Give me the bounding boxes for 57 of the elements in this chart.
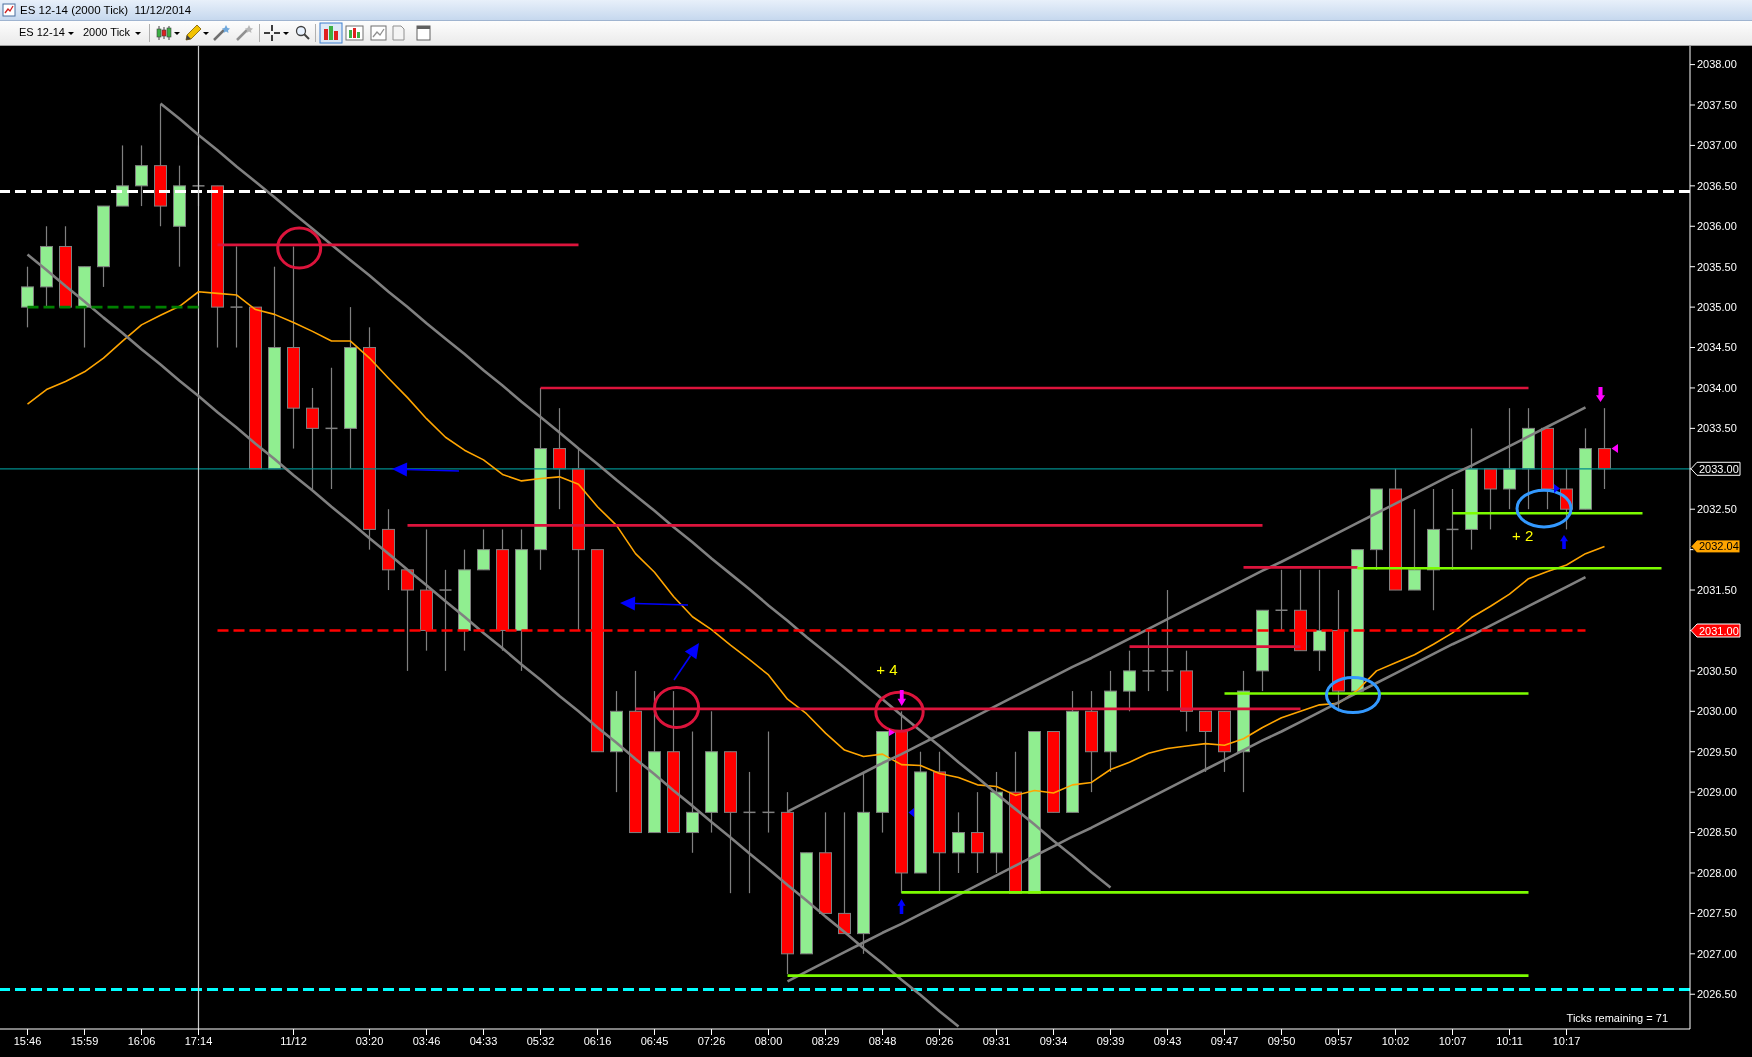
x-tick-label: 10:11 xyxy=(1496,1034,1523,1047)
y-tick-label: 2037.00 xyxy=(1697,139,1737,152)
x-tick-label: 15:59 xyxy=(70,1034,99,1047)
y-tick-label: 2036.50 xyxy=(1697,179,1737,192)
x-tick-label: 09:26 xyxy=(925,1034,954,1047)
x-tick-label: 08:29 xyxy=(811,1034,840,1047)
x-tick-label: 15:46 xyxy=(13,1034,42,1047)
x-tick-label: 08:48 xyxy=(868,1034,897,1047)
y-tick-label: 2027.50 xyxy=(1697,907,1737,920)
y-tick-label: 2028.00 xyxy=(1697,866,1737,879)
x-tick-label: 03:20 xyxy=(355,1034,384,1047)
text: 2000 Tick xyxy=(83,26,131,39)
y-tick-label: 2034.00 xyxy=(1697,381,1737,394)
y-tick-label: 2029.00 xyxy=(1697,786,1737,799)
y-tick-label: 2027.00 xyxy=(1697,947,1737,960)
y-tick-label: 2034.50 xyxy=(1697,341,1737,354)
x-tick-label: 16:06 xyxy=(127,1034,156,1047)
x-tick-label: 09:39 xyxy=(1096,1034,1125,1047)
y-tick-label: 2026.50 xyxy=(1697,988,1737,1001)
y-tick-label: 2030.50 xyxy=(1697,664,1737,677)
x-tick-label: 03:46 xyxy=(412,1034,441,1047)
x-tick-label: 09:34 xyxy=(1039,1034,1068,1047)
text: ES 12-14 xyxy=(19,26,65,39)
x-tick-label: 09:50 xyxy=(1267,1034,1296,1047)
text: 2032.04 xyxy=(1699,540,1739,553)
y-tick-label: 2035.00 xyxy=(1697,301,1737,314)
chart-title: ES 12-14 (2000 Tick) 11/12/2014 xyxy=(20,3,192,17)
x-tick-label: 09:47 xyxy=(1210,1034,1239,1047)
y-tick-label: 2033.50 xyxy=(1697,422,1737,435)
x-tick-label: 10:07 xyxy=(1438,1034,1467,1047)
text: 2031.00 xyxy=(1699,624,1739,637)
ref-line-label: 2033.00 xyxy=(1699,462,1739,475)
x-tick-label: 07:26 xyxy=(697,1034,726,1047)
y-tick-label: 2031.50 xyxy=(1697,583,1737,596)
y-tick-label: 2037.50 xyxy=(1697,98,1737,111)
x-tick-label: 09:43 xyxy=(1153,1034,1182,1047)
x-tick-label: 08:00 xyxy=(754,1034,783,1047)
x-tick-label: 09:31 xyxy=(982,1034,1011,1047)
x-tick-label: 05:32 xyxy=(526,1034,555,1047)
y-tick-label: 2038.00 xyxy=(1697,58,1737,71)
y-tick-label: 2035.50 xyxy=(1697,260,1737,273)
x-tick-label: 10:17 xyxy=(1552,1034,1581,1047)
x-tick-label: 10:02 xyxy=(1381,1034,1410,1047)
y-tick-label: 2036.00 xyxy=(1697,220,1737,233)
x-tick-label: 17:14 xyxy=(184,1034,213,1047)
y-tick-label: 2028.50 xyxy=(1697,826,1737,839)
x-tick-label: 06:16 xyxy=(583,1034,612,1047)
x-tick-label: 09:57 xyxy=(1324,1034,1353,1047)
annotation: + 2 xyxy=(1511,526,1534,544)
annotation: Ticks remaining = 71 xyxy=(1566,1012,1668,1024)
x-tick-label: 04:33 xyxy=(469,1034,498,1047)
y-tick-label: 2030.00 xyxy=(1697,705,1737,718)
x-tick-label: 06:45 xyxy=(640,1034,669,1047)
y-tick-label: 2029.50 xyxy=(1697,745,1737,758)
annotation: + 4 xyxy=(876,660,898,678)
x-tick-label: 11/12 xyxy=(280,1034,307,1047)
y-tick-label: 2032.50 xyxy=(1697,503,1737,516)
